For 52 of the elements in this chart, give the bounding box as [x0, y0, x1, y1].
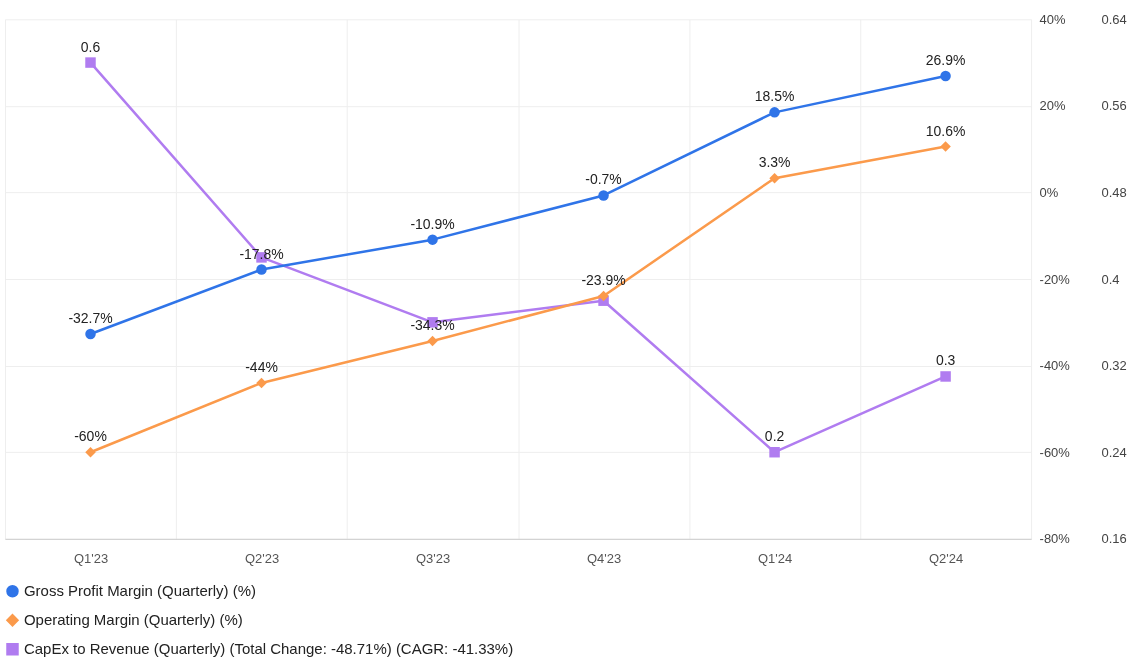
y-tick-label: 40% — [1039, 11, 1067, 27]
x-tick-label: Q2'24 — [928, 551, 964, 567]
y-tick-label: -20% — [1039, 271, 1071, 287]
y2-tick-label: 0.64 — [1101, 11, 1127, 27]
point — [85, 57, 96, 68]
y2-tick-label: 0.4 — [1101, 271, 1120, 287]
y-tick-label: -80% — [1039, 531, 1071, 547]
point — [427, 234, 438, 245]
point — [598, 290, 609, 302]
point — [769, 172, 780, 184]
x-tick-label: Q4'23 — [586, 551, 622, 567]
data-label: -23.9% — [581, 271, 626, 288]
x-tick-label: Q1'24 — [757, 551, 793, 567]
point — [940, 141, 951, 152]
point — [85, 328, 96, 340]
legend-label: Gross Profit Margin (Quarterly) (%) — [23, 582, 257, 600]
point — [769, 107, 780, 118]
data-label: -34.3% — [410, 316, 455, 333]
legend-label: Operating Margin (Quarterly) (%) — [23, 611, 243, 629]
point — [769, 446, 780, 458]
data-label: -32.7% — [68, 310, 113, 327]
data-label: 3.3% — [758, 154, 791, 171]
data-label: 18.5% — [754, 88, 795, 105]
data-label: -0.7% — [585, 171, 622, 188]
point — [940, 371, 951, 382]
x-tick-label: Q2'23 — [244, 551, 280, 567]
data-label: -60% — [74, 428, 107, 445]
y2-tick-label: 0.48 — [1101, 184, 1127, 200]
point — [598, 190, 609, 201]
y-tick-label: -40% — [1039, 358, 1071, 374]
point — [940, 70, 951, 82]
y-tick-label: 20% — [1039, 98, 1067, 114]
data-label: -44% — [245, 358, 278, 375]
data-label: 10.6% — [925, 122, 966, 139]
point — [256, 264, 267, 275]
y2-tick-label: 0.56 — [1101, 98, 1127, 114]
y-tick-label: 0% — [1039, 184, 1059, 200]
data-label: 0.2 — [764, 428, 785, 445]
y-tick-label: -60% — [1039, 444, 1071, 460]
y2-tick-label: 0.16 — [1101, 531, 1127, 547]
data-label: 26.9% — [925, 52, 966, 68]
y2-tick-label: 0.32 — [1101, 358, 1127, 374]
point — [427, 335, 438, 347]
legend-label: CapEx to Revenue (Quarterly) (Total Change: -48.71%) (CAGR: -41.33%) — [23, 640, 514, 658]
data-label: 0.3 — [935, 352, 956, 369]
x-tick-label: Q1'23 — [73, 551, 109, 567]
y2-tick-label: 0.24 — [1101, 444, 1127, 460]
data-label: -10.9% — [410, 215, 455, 232]
point — [85, 446, 96, 458]
point — [256, 377, 267, 389]
x-tick-label: Q3'23 — [415, 551, 451, 567]
data-label: 0.6 — [80, 38, 101, 55]
